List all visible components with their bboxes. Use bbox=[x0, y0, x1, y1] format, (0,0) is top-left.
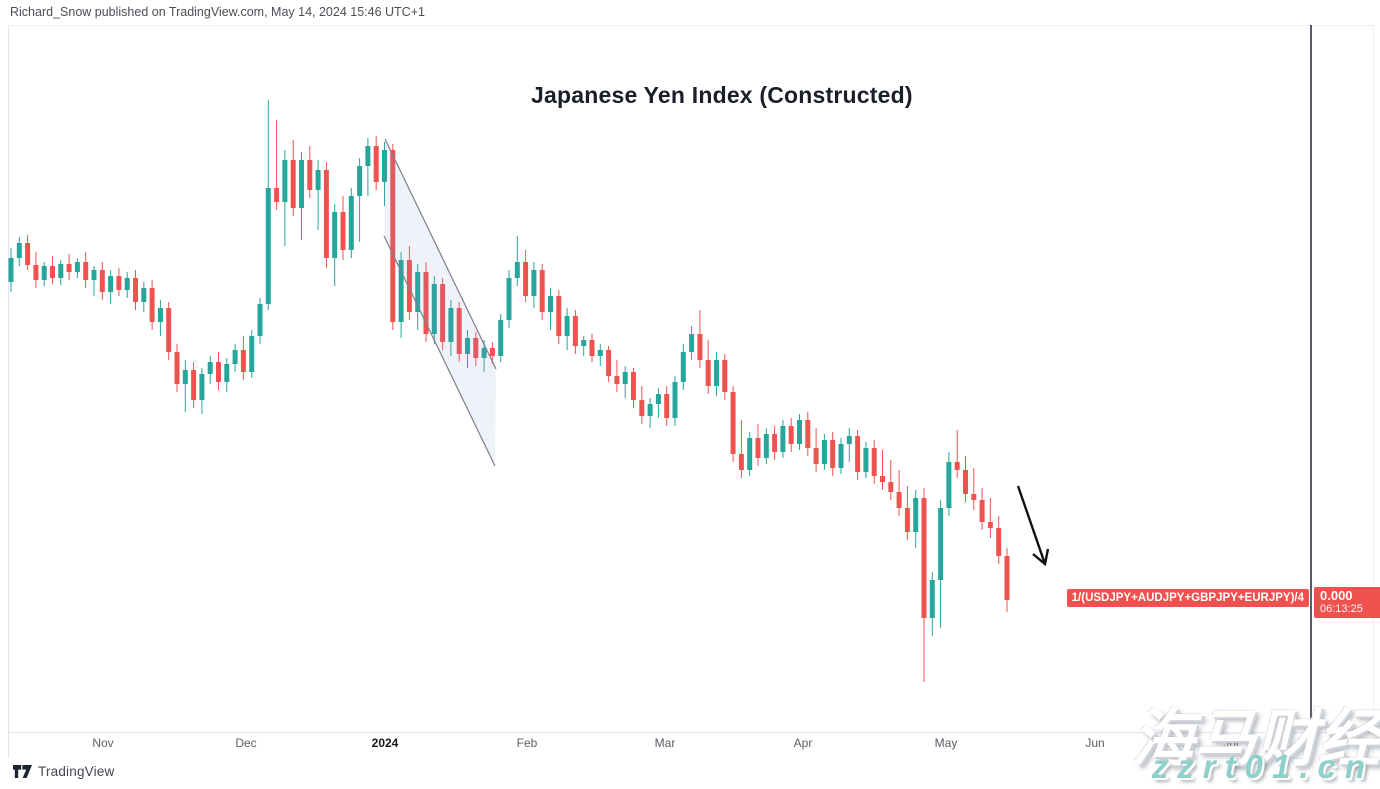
symbol-formula-label: 1/(USDJPY+AUDJPY+GBPJPY+EURJPY)/4 bbox=[1066, 589, 1309, 607]
x-axis-label: Jun bbox=[1085, 736, 1105, 750]
x-axis-label: May bbox=[934, 736, 958, 750]
x-axis-label-year: 2024 bbox=[371, 736, 399, 750]
time-axis[interactable]: Nov Dec 2024 Feb Mar Apr May Jun Jul bbox=[0, 736, 1311, 752]
watermark-cn: 海马财经 bbox=[1131, 705, 1380, 774]
publisher-line: Richard_Snow published on TradingView.co… bbox=[10, 5, 425, 19]
tradingview-logo-icon bbox=[13, 764, 32, 778]
x-axis-label: Jul bbox=[1223, 736, 1239, 750]
tradingview-logo-text: TradingView bbox=[38, 764, 115, 779]
x-axis-label: Feb bbox=[516, 736, 538, 750]
last-price-label: 0.000 06:13:25 bbox=[1314, 587, 1380, 618]
x-axis-label: Apr bbox=[793, 736, 813, 750]
x-axis-label: Mar bbox=[654, 736, 676, 750]
bar-countdown: 06:13:25 bbox=[1320, 603, 1363, 615]
chart-right-border bbox=[1373, 25, 1374, 758]
chart-title: Japanese Yen Index (Constructed) bbox=[531, 82, 913, 108]
last-price-value: 0.000 bbox=[1320, 588, 1353, 603]
tradingview-logo[interactable]: TradingView bbox=[13, 764, 115, 779]
price-axis-line[interactable] bbox=[1310, 25, 1312, 757]
time-axis-separator bbox=[8, 732, 1374, 733]
watermark-url: zzrt01.cn bbox=[1151, 748, 1374, 785]
x-axis-label: Nov bbox=[92, 736, 114, 750]
chart-left-border bbox=[8, 25, 9, 758]
x-axis-label: Dec bbox=[235, 736, 257, 750]
chart-top-border bbox=[8, 25, 1374, 26]
